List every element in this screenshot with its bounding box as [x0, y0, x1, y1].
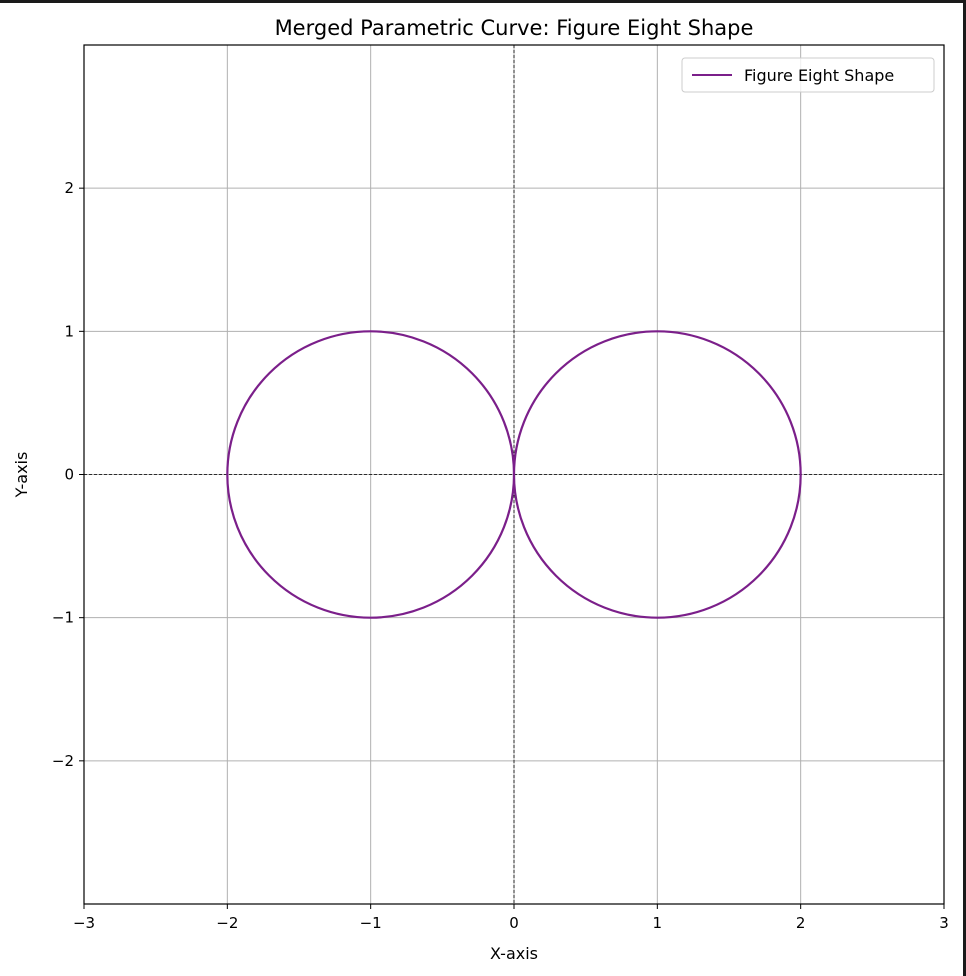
x-tick-label: −2	[216, 914, 238, 932]
x-tick-label: 0	[509, 914, 519, 932]
chart-title: Merged Parametric Curve: Figure Eight Sh…	[275, 16, 754, 40]
legend-entry-figure-eight: Figure Eight Shape	[744, 66, 894, 85]
y-tick-label: −1	[52, 609, 74, 627]
x-axis-label: X-axis	[490, 944, 538, 963]
x-tick-label: 1	[653, 914, 663, 932]
series-layer	[226, 330, 802, 619]
x-tick-label: 3	[939, 914, 949, 932]
y-tick-label: 1	[64, 322, 74, 340]
y-tick-label: 2	[64, 179, 74, 197]
legend: Figure Eight Shape	[681, 57, 935, 93]
x-tick-label: −1	[360, 914, 382, 932]
series-figure-eight-loop-2	[512, 330, 802, 619]
x-tick-label: 2	[796, 914, 806, 932]
legend-box	[681, 57, 935, 93]
y-tick-label: −2	[52, 752, 74, 770]
y-tick-label: 0	[64, 466, 74, 484]
x-tick-label: −3	[73, 914, 95, 932]
axis-ticks: −3 −2 −1 0 1 2 3 −2 −1 0 1 2	[52, 179, 949, 932]
y-axis-label: Y-axis	[12, 452, 31, 499]
